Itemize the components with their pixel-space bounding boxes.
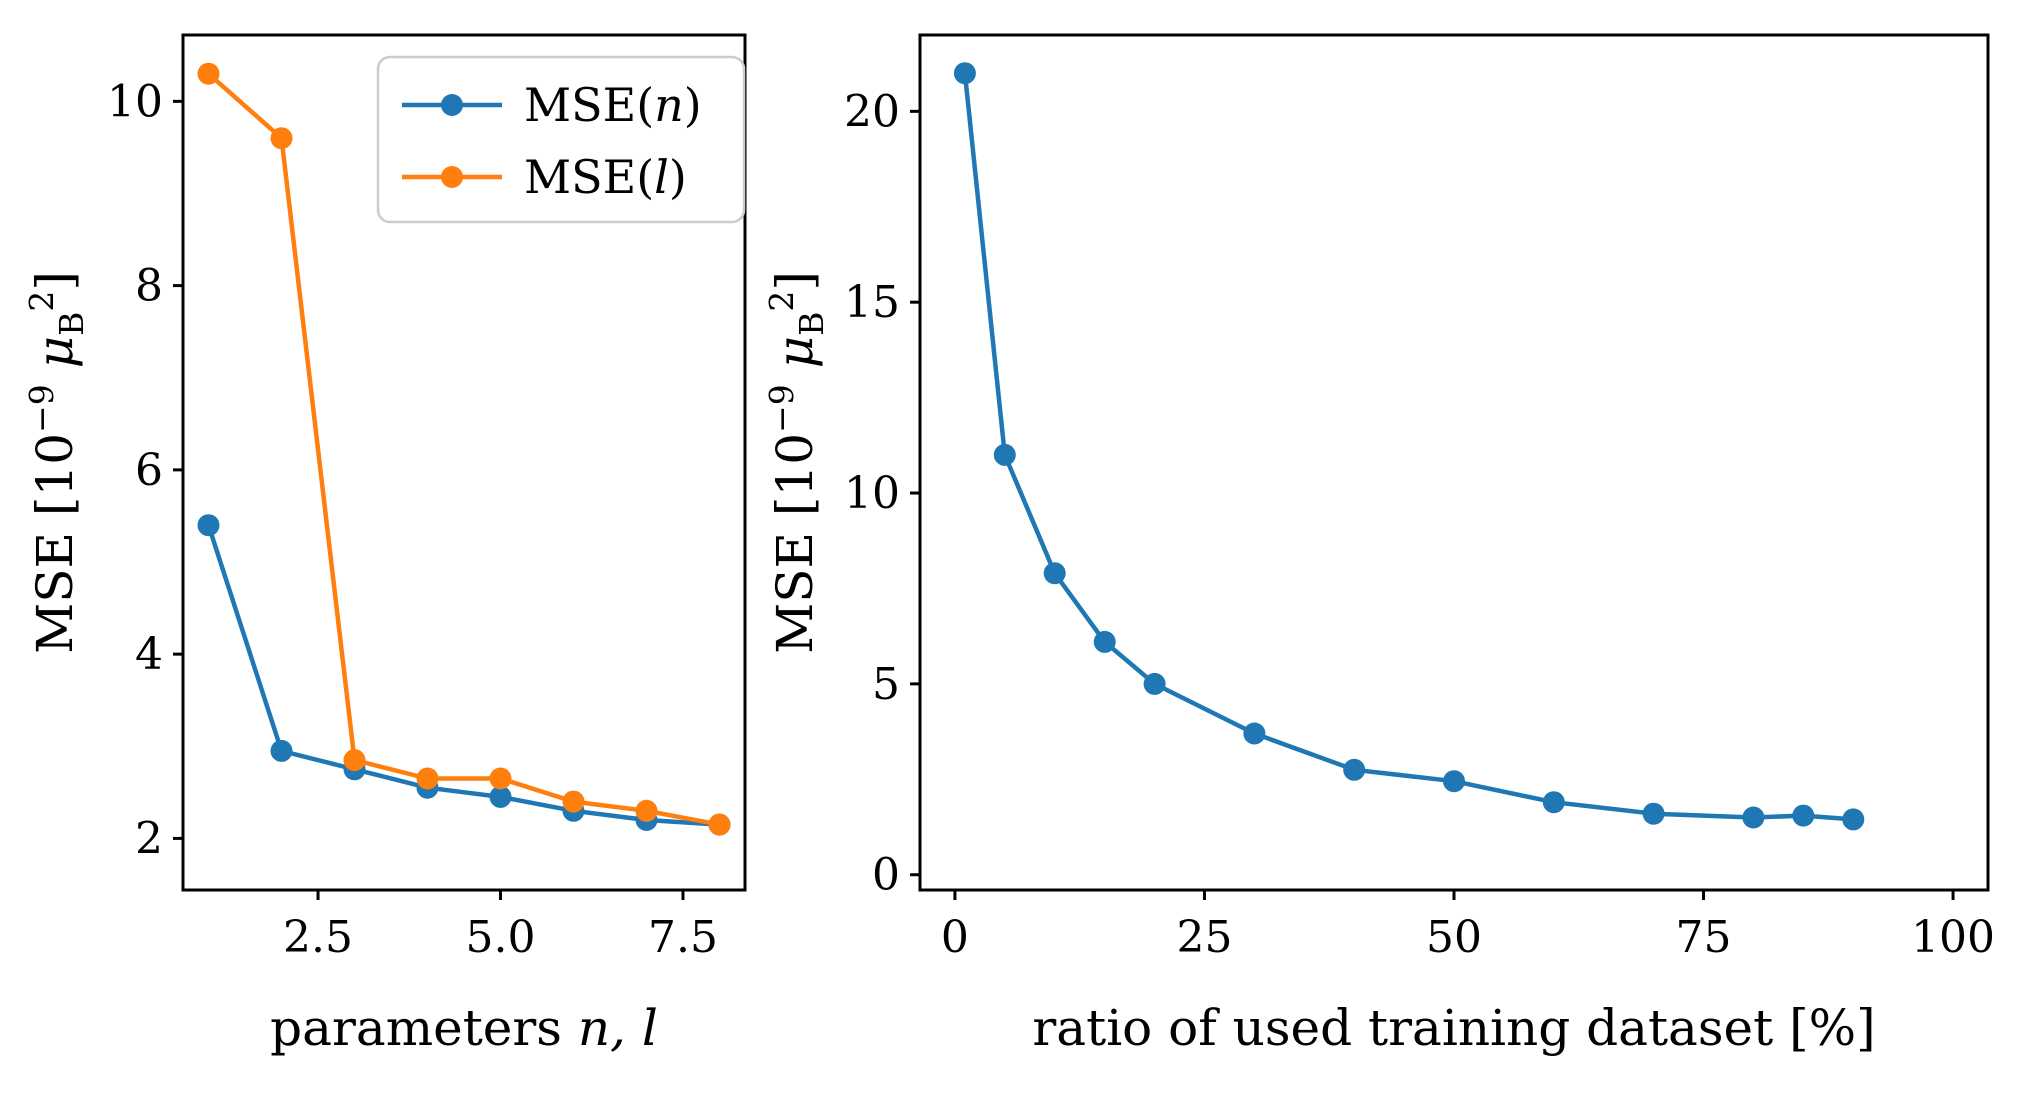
data-point [270, 739, 293, 762]
y-tick-label: 5 [872, 659, 900, 710]
data-point [1343, 758, 1366, 781]
data-point [197, 514, 220, 537]
data-point [1542, 791, 1565, 814]
x-tick-label: 2.5 [283, 912, 353, 963]
x-tick-label: 100 [1911, 912, 1995, 963]
legend-label: MSE(n) [524, 78, 702, 132]
y-tick-label: 8 [135, 261, 163, 312]
data-point [1093, 630, 1116, 653]
legend-box [376, 55, 746, 224]
axes-frame [918, 33, 1990, 892]
data-point [635, 799, 658, 822]
y-tick-label: 0 [872, 850, 900, 901]
data-point [1443, 770, 1465, 793]
x-tick-label: 25 [1176, 912, 1232, 963]
x-tick-label: 5.0 [466, 912, 536, 963]
x-tick-label: 7.5 [648, 912, 718, 963]
legend-label: MSE(l) [524, 150, 687, 204]
data-point [343, 749, 366, 772]
data-point [1143, 672, 1166, 695]
data-point [1792, 804, 1815, 827]
y-tick-label: 2 [135, 813, 163, 864]
axes-frame [181, 33, 747, 892]
y-tick-label: 6 [135, 445, 163, 496]
y-tick-label: 10 [844, 468, 900, 519]
data-point [562, 790, 585, 813]
x-axis-label: ratio of used training dataset [%] [1032, 999, 1875, 1057]
data-point [270, 127, 293, 150]
y-tick-label: 20 [844, 86, 900, 137]
chart-2: 0 25 50 75 100 0 5 10 15 20 ratio of used training… [762, 33, 1995, 1057]
data-point [1742, 806, 1765, 829]
legend-marker [441, 166, 463, 188]
y-tick-label: 15 [844, 277, 900, 328]
data-point [416, 767, 439, 790]
data-point [489, 785, 512, 808]
data-point [953, 62, 976, 85]
series-line [206, 522, 722, 827]
x-axis-label: parameters n, l [270, 999, 658, 1057]
x-tick-label: 50 [1426, 912, 1482, 963]
y-axis-label: MSE [10−9 μB2] [762, 271, 831, 654]
y-tick-label: 10 [107, 76, 163, 127]
series-line [206, 71, 722, 827]
data-point [1043, 562, 1066, 585]
data-point [708, 813, 731, 836]
legend-marker [441, 94, 463, 116]
series-line [962, 70, 1856, 822]
x-tick-label: 0 [941, 912, 969, 963]
data-point [1642, 802, 1665, 825]
y-tick-label: 4 [135, 629, 163, 680]
data-point [1243, 722, 1266, 745]
data-point [197, 62, 220, 85]
chart-1: 2.5 5.0 7.5 2 4 6 8 10 parameters n, l MSE [10−9 … [22, 33, 747, 1057]
y-axis-label: MSE [10−9 μB2] [22, 271, 91, 654]
x-tick-label: 75 [1676, 912, 1732, 963]
data-point [489, 767, 512, 790]
data-point [993, 443, 1016, 466]
data-point [1842, 808, 1865, 831]
